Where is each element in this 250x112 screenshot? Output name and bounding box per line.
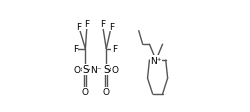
Text: O: O	[102, 87, 109, 96]
Text: F: F	[76, 22, 81, 31]
Text: S: S	[102, 65, 109, 74]
Text: O: O	[111, 65, 118, 74]
Text: O: O	[82, 87, 88, 96]
Text: N⁻: N⁻	[90, 65, 101, 74]
Text: O: O	[73, 65, 80, 74]
Text: F: F	[84, 20, 89, 29]
Text: S: S	[82, 65, 88, 74]
Text: F: F	[108, 22, 114, 31]
Text: F: F	[72, 45, 78, 54]
Text: N⁺: N⁺	[150, 56, 161, 65]
Text: F: F	[100, 20, 104, 29]
Text: F: F	[111, 45, 116, 54]
